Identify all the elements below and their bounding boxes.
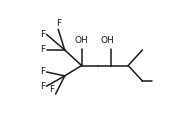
Text: F: F — [56, 19, 61, 28]
Text: F: F — [40, 45, 45, 54]
Text: F: F — [40, 82, 45, 91]
Text: OH: OH — [101, 36, 114, 45]
Text: F: F — [40, 67, 45, 77]
Text: OH: OH — [75, 36, 88, 45]
Text: F: F — [40, 30, 45, 39]
Text: F: F — [49, 85, 54, 94]
